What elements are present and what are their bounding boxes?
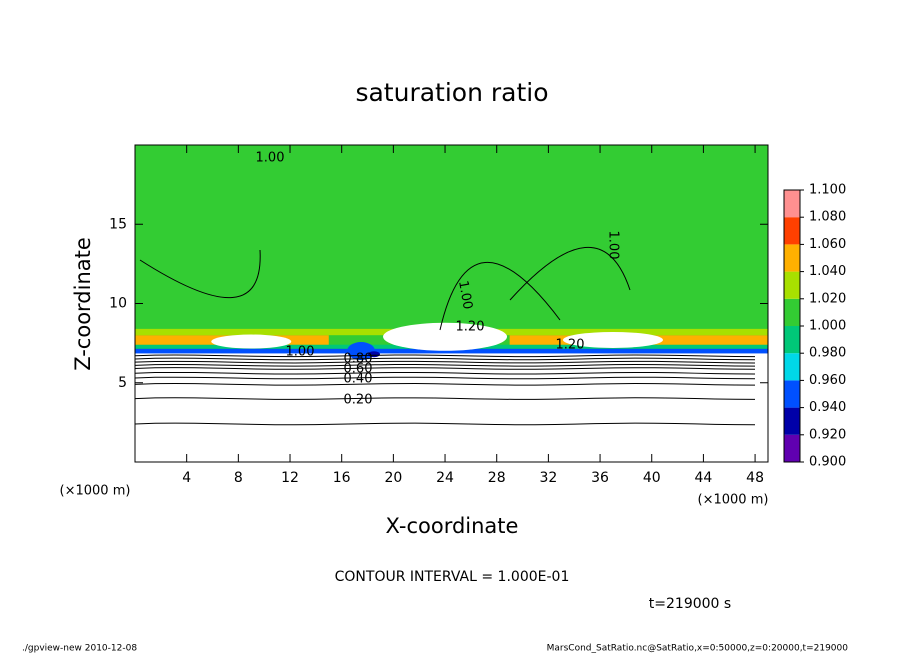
contour-line (134, 376, 756, 380)
y-unit: (×1000 m) (60, 484, 131, 499)
colorbar-band (784, 326, 800, 354)
contour-label: 1.00 (606, 231, 621, 260)
colorbar-label: 1.000 (809, 319, 846, 334)
contour-label: 1.00 (256, 151, 285, 166)
contour-label: 1.20 (456, 320, 485, 335)
time-label: t=219000 s (649, 596, 731, 612)
colorbar-label: 0.960 (809, 373, 846, 388)
x-tick-label: 32 (539, 470, 557, 486)
footer-left: ./gpview-new 2010-12-08 (22, 644, 137, 654)
colorbar-label: 1.100 (809, 183, 846, 198)
colorbar-label: 0.980 (809, 346, 846, 361)
x-tick-label: 44 (694, 470, 712, 486)
colorbar-label: 1.040 (809, 264, 846, 279)
x-tick-label: 36 (591, 470, 609, 486)
contour-line (134, 383, 756, 386)
x-axis-label: X-coordinate (386, 514, 519, 538)
colorbar-label: 0.940 (809, 400, 846, 415)
y-tick-label: 10 (109, 296, 127, 312)
blob-white (211, 334, 292, 349)
colorbar-band (784, 190, 800, 218)
contour-line (134, 357, 756, 361)
colorbar-label: 0.920 (809, 427, 846, 442)
colorbar-label: 1.060 (809, 237, 846, 252)
x-tick-label: 4 (182, 470, 191, 486)
colorbar-label: 0.900 (809, 455, 846, 470)
y-axis-label: Z-coordinate (71, 237, 95, 371)
layer-blue (135, 348, 768, 354)
contour-line (134, 354, 756, 358)
colorbar-band (784, 244, 800, 272)
colorbar-label: 1.020 (809, 291, 846, 306)
x-tick-label: 8 (234, 470, 243, 486)
colorbar-band (784, 434, 800, 462)
x-tick-label: 48 (746, 470, 764, 486)
x-tick-label: 40 (643, 470, 661, 486)
colorbar-band (784, 353, 800, 381)
contour-line (134, 367, 756, 370)
colorbar-band (784, 380, 800, 408)
x-tick-label: 28 (488, 470, 506, 486)
contour-line (439, 262, 561, 331)
contour-line (134, 422, 756, 426)
contour-line (134, 371, 756, 375)
colorbar-band (784, 407, 800, 435)
field-lower (135, 351, 768, 462)
contour-line (139, 249, 261, 299)
x-unit: (×1000 m) (698, 493, 769, 508)
y-tick-label: 15 (109, 216, 127, 232)
contour-label: 1.20 (556, 338, 585, 353)
colorbar-band (784, 271, 800, 299)
chart-title: saturation ratio (355, 78, 548, 107)
contour-interval: CONTOUR INTERVAL = 1.000E-01 (335, 569, 570, 585)
colorbar-band (784, 298, 800, 326)
contour-label: 0.80 (344, 352, 373, 367)
contour-label: 1.00 (455, 279, 475, 310)
y-tick-label: 5 (118, 375, 127, 391)
x-tick-label: 16 (333, 470, 351, 486)
contour-label: 0.20 (344, 393, 373, 408)
contour-label: 0.40 (344, 372, 373, 387)
contour-line (134, 397, 756, 400)
x-tick-label: 20 (384, 470, 402, 486)
colorbar-band (784, 217, 800, 245)
footer-right: MarsCond_SatRatio.nc@SatRatio,x=0:50000,… (547, 644, 849, 654)
colorbar-label: 1.080 (809, 210, 846, 225)
x-tick-label: 12 (281, 470, 299, 486)
contour-line (134, 360, 756, 364)
x-tick-label: 24 (436, 470, 454, 486)
contour-line (509, 247, 631, 301)
contour-label: 1.00 (286, 345, 315, 360)
blob-white (383, 322, 508, 351)
contour-line (134, 364, 756, 367)
contour-label: 0.60 (344, 362, 373, 377)
blob-white (562, 331, 663, 348)
